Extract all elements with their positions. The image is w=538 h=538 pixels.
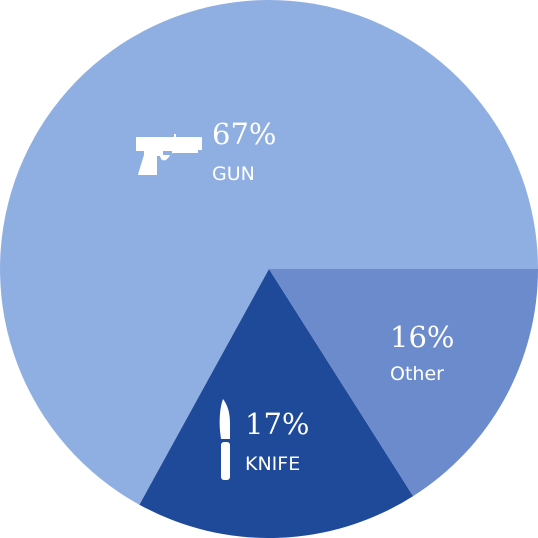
slice-label-gun: 67% GUN	[136, 117, 276, 185]
pistol-icon	[136, 134, 202, 175]
slice-label-other: 16% Other	[390, 320, 454, 385]
slice-value-knife: 17%	[245, 407, 309, 441]
pie-slice-other	[269, 269, 538, 497]
slice-value-gun: 67%	[212, 117, 276, 151]
pie-slice-knife	[139, 269, 414, 538]
slice-name-other: Other	[390, 363, 444, 385]
knife-icon	[219, 399, 230, 480]
pie-labels: 67% GUN 17% KNIFE 16% Other	[136, 117, 454, 480]
slice-label-knife: 17% KNIFE	[219, 399, 309, 480]
slice-value-other: 16%	[390, 320, 454, 354]
pie-slice-gun	[0, 0, 538, 505]
slice-name-knife: KNIFE	[245, 453, 300, 475]
slice-name-gun: GUN	[212, 163, 255, 185]
